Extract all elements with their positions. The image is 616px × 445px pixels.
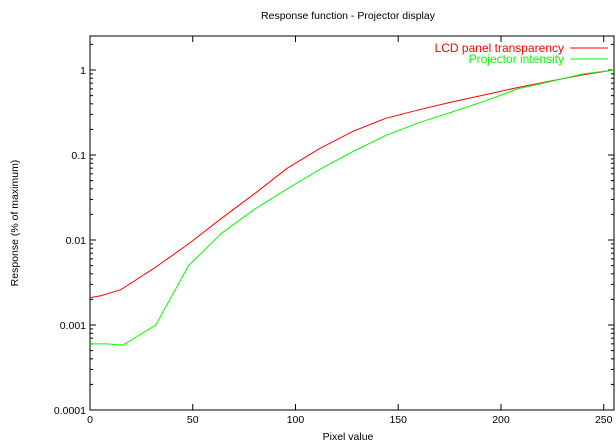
y-tick-label: 0.001	[60, 320, 86, 332]
x-tick-label: 150	[389, 414, 407, 426]
chart-title: Response function - Projector display	[261, 10, 436, 22]
y-tick-label: 0.0001	[54, 405, 86, 417]
series-layer	[89, 69, 615, 346]
y-axis: 0.0001 0.001 0.01 0.1 1	[54, 43, 614, 417]
x-tick-label: 0	[87, 414, 93, 426]
y-tick-label: 1	[80, 65, 86, 77]
y-tick-label: 0.01	[66, 235, 87, 247]
y-tick-label: 0.1	[71, 150, 86, 162]
x-tick-label: 100	[287, 414, 305, 426]
x-axis-title: Pixel value	[323, 431, 374, 443]
series-line-0	[89, 69, 615, 299]
x-axis: 0 50 100 150 200 250	[87, 36, 613, 426]
plot-frame	[89, 35, 615, 411]
legend-label: LCD panel transparency	[435, 41, 564, 55]
series-line-1	[90, 69, 615, 346]
x-tick-label: 50	[187, 414, 199, 426]
y-axis-title: Response (% of maximum)	[9, 160, 21, 287]
legend-label: Projector intensity	[469, 52, 564, 66]
x-tick-label: 250	[595, 414, 613, 426]
x-tick-label: 200	[492, 414, 510, 426]
